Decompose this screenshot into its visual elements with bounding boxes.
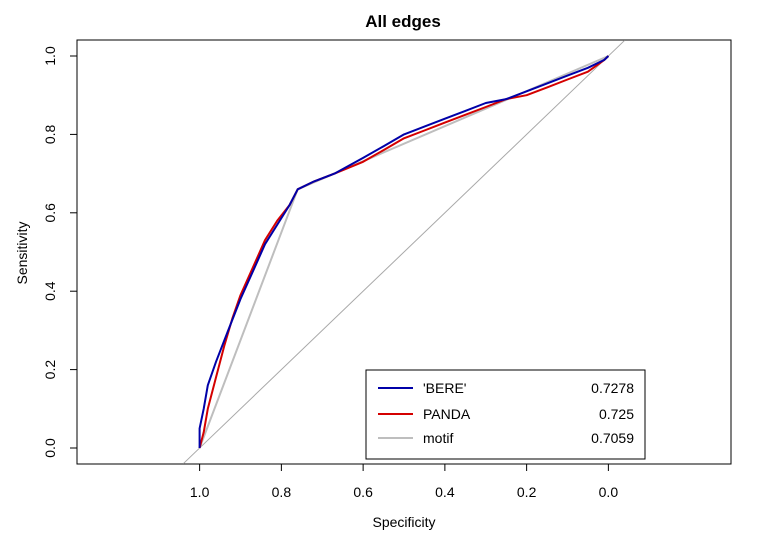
y-tick-label: 0.0 [42,438,58,458]
y-axis: 0.0 0.2 0.4 0.6 0.8 1.0 [42,46,78,458]
y-tick-label: 0.8 [42,124,58,144]
y-tick-label: 1.0 [42,46,58,66]
y-tick-label: 0.2 [42,360,58,380]
y-axis-label: Sensitivity [14,221,30,284]
chart-title: All edges [365,12,441,31]
x-tick-label: 0.0 [599,484,619,500]
legend: 'BERE' 0.7278 PANDA 0.725 motif 0.7059 [365,369,646,460]
y-tick-label: 0.4 [42,281,58,301]
series-layer [198,55,610,449]
legend-label-1: PANDA [423,406,471,422]
y-tick-label: 0.6 [42,203,58,223]
legend-auc-1: 0.725 [599,406,634,422]
x-axis-label: Specificity [372,514,435,530]
legend-label-2: motif [423,430,453,446]
legend-items: 'BERE' 0.7278 PANDA 0.725 motif 0.7059 [378,380,634,446]
legend-auc-0: 0.7278 [591,380,634,396]
x-tick-label: 0.8 [272,484,292,500]
legend-label-0: 'BERE' [423,380,466,396]
series-line-0 [198,55,610,448]
x-tick-label: 1.0 [190,484,210,500]
legend-auc-2: 0.7059 [591,430,634,446]
reference-diagonal-line [182,39,626,465]
x-tick-label: 0.6 [353,484,373,500]
x-tick-label: 0.4 [435,484,455,500]
x-axis: 1.0 0.8 0.6 0.4 0.2 0.0 [190,463,619,500]
reference-line-layer [182,39,626,465]
x-tick-label: 0.2 [517,484,537,500]
